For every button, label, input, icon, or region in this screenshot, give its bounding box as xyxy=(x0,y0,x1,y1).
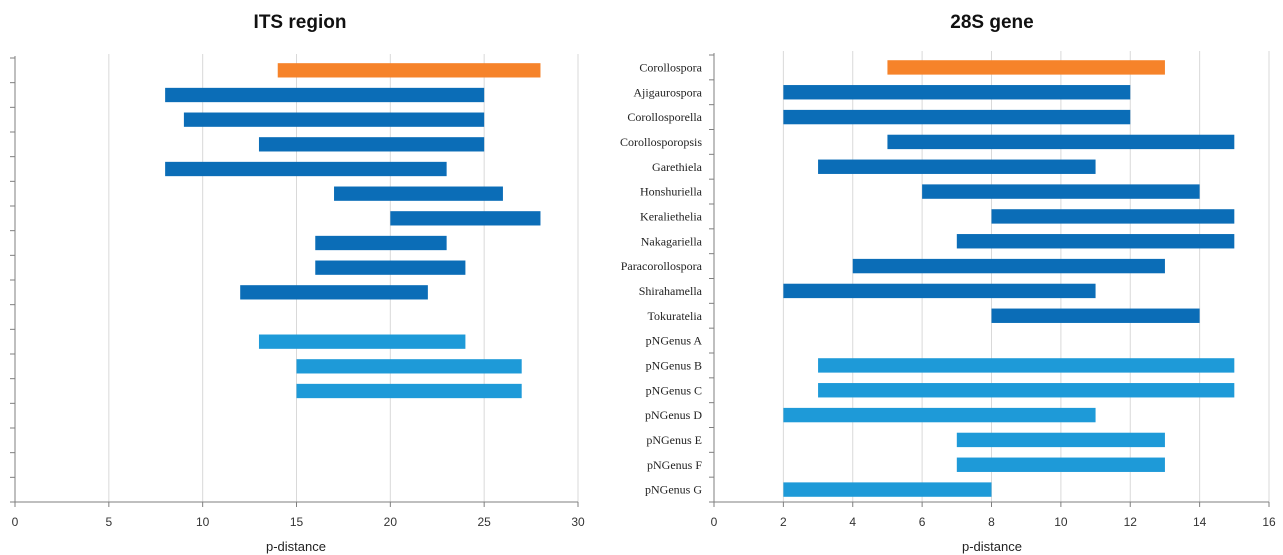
x-tick-label: 20 xyxy=(384,515,398,529)
range-bar xyxy=(887,134,1235,150)
chart-title: ITS region xyxy=(254,12,347,33)
category-label: Corollosporopsis xyxy=(620,135,702,149)
category-label: pNGenus C xyxy=(646,383,702,397)
x-tick-label: 14 xyxy=(1193,515,1207,529)
category-label: Nakagariella xyxy=(641,234,703,248)
category-label: pNGenus B xyxy=(646,358,702,372)
category-label: Paracorollospora xyxy=(621,259,703,273)
x-tick-label: 10 xyxy=(1054,515,1068,529)
range-bar xyxy=(296,383,522,399)
range-bar xyxy=(852,258,1165,274)
range-bar xyxy=(783,283,1096,299)
range-bar xyxy=(258,137,485,152)
x-tick-label: 0 xyxy=(12,515,19,529)
category-label: Honshuriella xyxy=(640,185,703,199)
x-tick-label: 25 xyxy=(477,515,491,529)
category-label: pNGenus E xyxy=(646,433,702,447)
range-bar xyxy=(783,109,1131,125)
x-axis-label: p-distance xyxy=(962,539,1022,554)
range-bar xyxy=(240,285,428,300)
category-label: Shirahamella xyxy=(639,284,703,298)
range-bar xyxy=(991,308,1200,323)
range-bar xyxy=(390,211,541,226)
28s-gene-panel: 0 2 4 6 8 10 12 14 16 Corollospora Ajigaurospora Co… xyxy=(620,12,1276,554)
range-bar xyxy=(887,60,1165,75)
its-region-panel: 0 5 10 15 20 25 30 ITS region p-distance xyxy=(10,12,585,554)
x-tick-label: 30 xyxy=(571,515,585,529)
x-tick-label: 10 xyxy=(196,515,210,529)
range-bar xyxy=(818,159,1096,174)
range-bar xyxy=(956,234,1235,249)
category-label: pNGenus F xyxy=(647,458,702,472)
range-bar xyxy=(818,358,1235,373)
x-tick-label: 4 xyxy=(849,515,856,529)
range-bar xyxy=(165,87,485,103)
range-bar xyxy=(315,260,466,275)
category-label: Corollospora xyxy=(639,60,702,74)
x-tick-label: 16 xyxy=(1262,515,1276,529)
category-label: Corollosporella xyxy=(627,110,702,124)
x-axis-label: p-distance xyxy=(266,539,326,554)
range-bar xyxy=(783,407,1096,423)
x-tick-label: 15 xyxy=(290,515,304,529)
x-tick-label: 5 xyxy=(105,515,112,529)
category-label: Ajigaurospora xyxy=(633,85,702,99)
range-bar xyxy=(315,235,447,251)
chart-title: 28S gene xyxy=(950,12,1033,33)
x-tick-label: 12 xyxy=(1124,515,1138,529)
x-tick-label: 2 xyxy=(780,515,787,529)
x-tick-label: 6 xyxy=(919,515,926,529)
range-bar xyxy=(818,383,1235,398)
range-bar xyxy=(922,184,1200,199)
range-bar xyxy=(183,112,485,127)
range-bar xyxy=(334,186,503,201)
category-label: Garethiela xyxy=(652,160,703,174)
category-label: pNGenus A xyxy=(646,334,703,348)
range-bar xyxy=(991,209,1235,224)
range-bar xyxy=(956,432,1165,448)
x-tick-label: 0 xyxy=(711,515,718,529)
range-bar xyxy=(165,161,447,177)
range-bar xyxy=(956,457,1165,472)
range-bar xyxy=(783,85,1131,100)
category-label: pNGenus G xyxy=(645,483,702,497)
category-label: pNGenus D xyxy=(645,408,702,422)
category-label: Keraliethelia xyxy=(640,209,703,223)
range-bar xyxy=(296,359,522,374)
range-bar xyxy=(258,334,466,349)
range-bar xyxy=(783,482,992,497)
category-label: Tokuratelia xyxy=(648,309,703,323)
x-tick-label: 8 xyxy=(988,515,995,529)
range-bar xyxy=(277,63,541,78)
